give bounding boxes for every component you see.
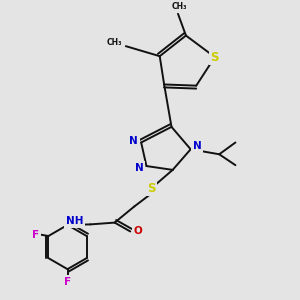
Text: N: N xyxy=(135,163,143,172)
Text: S: S xyxy=(211,51,219,64)
Text: N: N xyxy=(129,136,138,146)
Text: S: S xyxy=(147,182,156,195)
Text: CH₃: CH₃ xyxy=(172,2,187,11)
Text: F: F xyxy=(32,230,39,239)
Text: CH₃: CH₃ xyxy=(107,38,122,47)
Text: F: F xyxy=(64,277,71,286)
Text: NH: NH xyxy=(66,216,83,226)
Text: N: N xyxy=(193,141,202,151)
Text: O: O xyxy=(133,226,142,236)
